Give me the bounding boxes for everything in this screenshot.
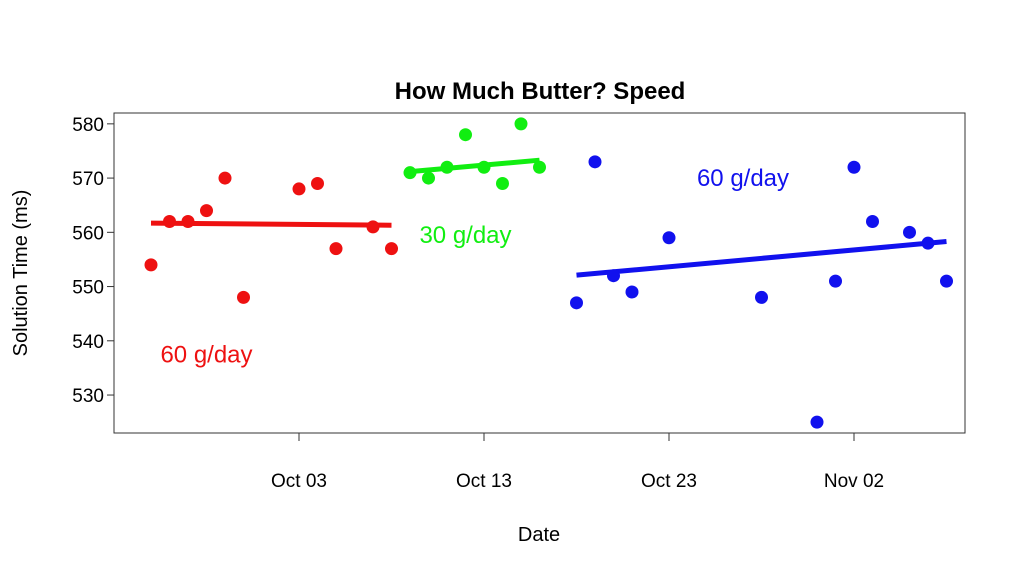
data-point [311, 177, 324, 191]
chart-title: How Much Butter? Speed [395, 78, 686, 105]
data-point [829, 274, 842, 288]
data-point [459, 128, 472, 142]
data-point [163, 214, 176, 228]
y-tick-label: 570 [72, 169, 104, 190]
data-point [218, 171, 232, 185]
data-point [625, 285, 639, 299]
y-axis: 530 540 550 560 570 580 [72, 115, 115, 407]
y-tick-label: 550 [72, 278, 104, 299]
trend-line [409, 157, 540, 175]
y-tick-label: 540 [72, 332, 104, 353]
trend-line [576, 239, 947, 278]
annotations: 60 g/day 30 g/day 60 g/day [160, 165, 789, 368]
x-tick-label: Oct 03 [271, 471, 327, 492]
data-point [181, 214, 195, 228]
data-point [403, 166, 417, 180]
data-point [200, 204, 213, 218]
annotation-label: 60 g/day [697, 165, 789, 192]
data-point [366, 220, 380, 234]
data-point [477, 160, 491, 174]
data-point [921, 236, 935, 250]
data-point [607, 269, 620, 283]
annotation-label: 30 g/day [419, 222, 511, 249]
data-point [533, 160, 546, 174]
data-point [514, 117, 528, 131]
data-point [662, 231, 676, 245]
data-point [496, 177, 509, 191]
data-point [866, 214, 879, 228]
data-point [292, 182, 306, 196]
data-point [903, 225, 916, 239]
data-point [588, 155, 602, 169]
x-axis-label: Date [518, 524, 560, 546]
x-tick-label: Nov 02 [824, 471, 884, 492]
annotation-label: 60 g/day [160, 341, 252, 368]
data-point [940, 274, 953, 288]
data-point [385, 242, 398, 256]
data-point [237, 290, 250, 304]
data-points [144, 117, 953, 429]
data-point [755, 290, 768, 304]
y-tick-label: 580 [72, 115, 104, 136]
x-tick-label: Oct 13 [456, 471, 512, 492]
data-point [422, 171, 435, 185]
data-point [847, 160, 861, 174]
y-tick-label: 560 [72, 223, 104, 244]
data-point [144, 258, 158, 272]
data-point [810, 415, 824, 429]
y-axis-label: Solution Time (ms) [10, 190, 32, 357]
data-point [570, 296, 583, 310]
x-tick-label: Oct 23 [641, 471, 697, 492]
y-tick-label: 530 [72, 386, 104, 407]
data-point [329, 242, 343, 256]
data-point [440, 160, 454, 174]
x-axis: Oct 03 Oct 13 Oct 23 Nov 02 [271, 432, 884, 492]
